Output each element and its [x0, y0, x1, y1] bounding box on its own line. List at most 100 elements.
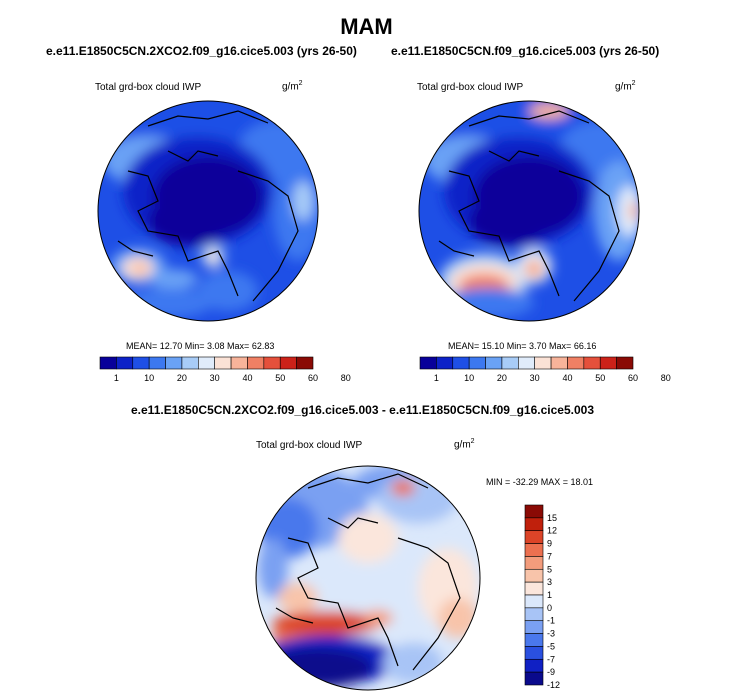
panel3-field-cell — [258, 538, 288, 598]
panel2-colorbar-tick-label: 10 — [464, 373, 474, 383]
panel2-colorbar-tick-label: 20 — [497, 373, 507, 383]
panel1-colorbar-tick-label: 1 — [114, 373, 119, 383]
panel2-colorbar: 1 10 20 30 40 50 60 80 — [419, 356, 671, 383]
panel2-colorbar-tick-label: 80 — [661, 373, 671, 383]
panel3-colorbar-box — [524, 543, 544, 557]
panel1-colorbar-box — [263, 356, 281, 370]
panel3-colorbar-box — [524, 594, 544, 609]
panel3-tick-label: 9 — [547, 539, 552, 549]
panel3-case-title: e.e11.E1850C5CN.2XCO2.f09_g16.cice5.003 … — [131, 403, 594, 417]
panel1-colorbar-tick-label: 80 — [341, 373, 351, 383]
panel2-case-title: e.e11.E1850C5CN.f09_g16.cice5.003 (yrs 2… — [391, 44, 660, 58]
panel1-colorbar-box — [116, 356, 134, 370]
panel1-colorbar-tick-label: 60 — [308, 373, 318, 383]
panel1-field-cell — [148, 269, 198, 289]
panel3-colorbar-box — [524, 646, 544, 660]
panel1-stats: MEAN= 12.70 Min= 3.08 Max= 62.83 — [126, 341, 275, 351]
panel1-field-cell — [207, 252, 219, 264]
panel2-colorbar-tick-label: 40 — [562, 373, 572, 383]
panel1-case-title: e.e11.E1850C5CN.2XCO2.f09_g16.cice5.003 … — [46, 44, 357, 58]
panel3-colorbar-box — [524, 671, 544, 686]
panel2-colorbar-box — [468, 356, 486, 370]
panel3-tick-label: 12 — [547, 526, 557, 536]
panel3-colorbar-box — [524, 504, 544, 519]
panel3-variable-label: Total grd-box cloud IWP — [256, 440, 363, 451]
panel2-field-cell — [529, 103, 569, 119]
panel2-colorbar-box — [534, 356, 552, 370]
panel2-colorbar-box — [501, 356, 519, 370]
panel2-colorbar-tick-label: 60 — [628, 373, 638, 383]
panel3-field-cell — [338, 513, 398, 563]
panel2-colorbar-box — [419, 356, 437, 370]
panel2-units: g/m2 — [615, 80, 636, 93]
panel3-colorbar-box — [524, 556, 544, 570]
panel3-tick-label: 3 — [547, 577, 552, 587]
panel3-tick-label: -5 — [547, 641, 555, 651]
panel2-field-cell — [469, 196, 549, 246]
panel1-units: g/m2 — [282, 80, 303, 93]
panel1-field-cell — [198, 271, 258, 311]
panel3-field-cell — [273, 611, 383, 635]
panel1-colorbar-tick-label: 20 — [177, 373, 187, 383]
panel3-colorbar-box — [524, 568, 544, 583]
panel1-colorbar-box — [148, 356, 166, 370]
panel3-colorbar-box — [524, 633, 544, 647]
panel2-colorbar-box — [599, 356, 617, 370]
panel2-field-cell — [524, 259, 544, 279]
panel1-field-cell — [148, 196, 228, 246]
panel1-map-border — [97, 100, 319, 322]
panel3-field-cell — [438, 598, 478, 638]
panel2-colorbar-box — [583, 356, 601, 370]
page-title: MAM — [340, 14, 393, 39]
panel2-colorbar-box — [550, 356, 568, 370]
panel3-stats: MIN = -32.29 MAX = 18.01 — [486, 477, 594, 487]
panel3-tick-label: -7 — [547, 654, 555, 664]
panel2-colorbar-box — [616, 356, 634, 370]
panel1-variable-label: Total grd-box cloud IWP — [95, 82, 202, 93]
panel1-colorbar-tick-label: 30 — [210, 373, 220, 383]
panel1-colorbar-box — [132, 356, 150, 370]
panel3-coastline — [275, 473, 461, 671]
panel1-colorbar-tick-label: 10 — [144, 373, 154, 383]
panel2-colorbar-box — [436, 356, 454, 370]
panel1-colorbar-box — [198, 356, 215, 370]
panel2-colorbar-tick-label: 30 — [530, 373, 540, 383]
panel2-variable-label: Total grd-box cloud IWP — [417, 82, 524, 93]
panel1-colorbar-box — [165, 356, 183, 370]
panel1-field — [98, 101, 318, 318]
panel2-colorbar-tick-label: 50 — [595, 373, 605, 383]
panel3-tick-label: 7 — [547, 551, 552, 561]
panel3-colorbar-box — [524, 530, 544, 544]
panel1-colorbar-box — [99, 356, 117, 370]
panel3-field-cell — [278, 583, 318, 613]
panel1-coastline — [117, 110, 299, 302]
panel3-tick-label: 5 — [547, 564, 552, 574]
panel2-stats: MEAN= 15.10 Min= 3.70 Max= 66.16 — [448, 341, 597, 351]
panel3-field-cell — [263, 648, 373, 688]
panel3-tick-label: 0 — [547, 603, 552, 613]
panel2-colorbar-box — [452, 356, 470, 370]
panel3-colorbar-box — [524, 620, 544, 634]
panel2-colorbar-box — [485, 356, 503, 370]
panel1-colorbar-tick-label: 40 — [242, 373, 252, 383]
panel2-colorbar-box — [518, 356, 535, 370]
panel3-tick-label: -3 — [547, 629, 555, 639]
panel3-map-border — [255, 465, 481, 691]
panel1-colorbar-box — [296, 356, 314, 370]
panel2-map-border — [418, 100, 640, 322]
panel3-tick-label: -9 — [547, 667, 555, 677]
panel1-colorbar: 1 10 20 30 40 50 60 80 — [99, 356, 351, 383]
panel2-colorbar-tick-label: 1 — [434, 373, 439, 383]
panel3-colorbar-box — [524, 581, 544, 596]
panel1-colorbar-box — [181, 356, 199, 370]
panel1-field-cell — [133, 263, 147, 275]
panel3-tick-label: -12 — [547, 680, 560, 690]
panel1-map — [98, 101, 318, 321]
panel3-tick-label: -1 — [547, 616, 555, 626]
panel2-colorbar-box — [567, 356, 585, 370]
panel1-colorbar-box — [279, 356, 297, 370]
panel1-field-cell — [293, 181, 313, 221]
panel3-tick-label: 15 — [547, 513, 557, 523]
